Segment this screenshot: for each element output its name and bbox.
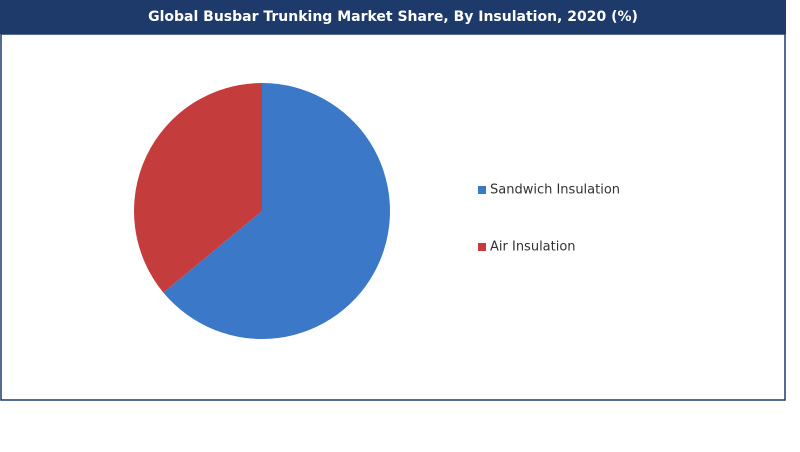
chart-title: Global Busbar Trunking Market Share, By …: [148, 9, 638, 25]
legend-swatch: [478, 243, 486, 251]
chart-frame: [0, 33, 786, 401]
pie-slice: [163, 83, 391, 339]
legend-label: Sandwich Insulation: [490, 183, 620, 198]
pie-slice: [133, 83, 262, 293]
legend-swatch: [478, 186, 486, 194]
legend-label: Air Insulation: [490, 240, 576, 255]
title-bar: [0, 0, 786, 34]
